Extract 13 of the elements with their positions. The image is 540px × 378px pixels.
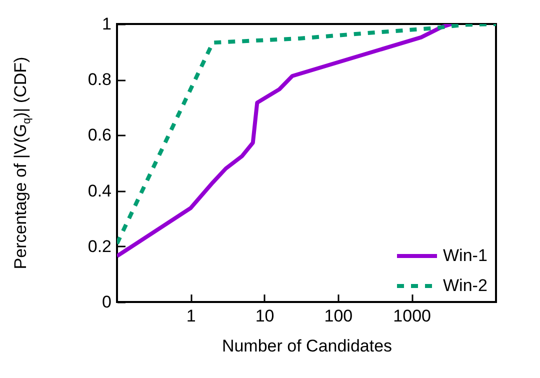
- y-tick-label: 0.6: [88, 126, 112, 145]
- x-tick-label: 1000: [393, 306, 432, 326]
- legend-label: Win-1: [443, 246, 488, 265]
- y-tick-label: 0.8: [88, 70, 112, 90]
- y-tick-label: 0: [102, 292, 112, 312]
- x-tick-label: 1: [186, 306, 196, 326]
- x-axis-title: Number of Candidates: [222, 336, 392, 356]
- legend-label: Win-2: [443, 276, 488, 295]
- x-tick-label: 100: [324, 306, 353, 326]
- y-tick-label: 1: [102, 14, 112, 34]
- y-tick-label: 0.4: [88, 181, 112, 200]
- x-tick-label: 10: [255, 306, 274, 326]
- y-tick-label: 0.2: [88, 236, 112, 256]
